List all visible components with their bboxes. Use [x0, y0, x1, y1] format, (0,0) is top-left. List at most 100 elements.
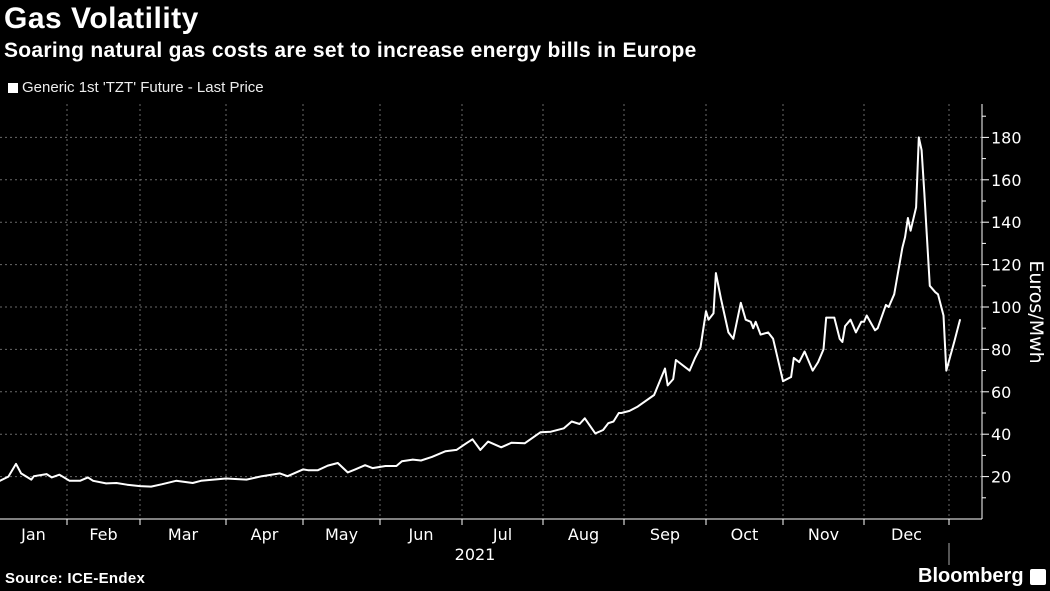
data-point	[384, 465, 387, 467]
data-point	[825, 316, 827, 319]
data-point	[688, 369, 691, 372]
data-point	[175, 480, 177, 482]
data-point	[139, 485, 141, 487]
data-point	[863, 321, 865, 323]
data-point	[664, 367, 666, 370]
data-point	[317, 469, 319, 472]
data-point	[364, 464, 366, 467]
data-point	[860, 321, 863, 323]
data-point	[523, 442, 526, 445]
x-tick-label: Nov	[808, 525, 839, 544]
data-point	[471, 438, 474, 441]
data-point	[279, 472, 281, 475]
data-point	[15, 463, 17, 465]
data-point	[749, 321, 752, 323]
data-point	[793, 357, 795, 359]
data-point	[885, 304, 887, 306]
y-tick-label: 40	[991, 425, 1011, 444]
data-point	[833, 316, 836, 319]
data-point	[893, 293, 895, 296]
data-point	[744, 318, 747, 321]
data-point	[401, 460, 403, 463]
data-point	[578, 423, 581, 425]
y-tick-label: 160	[991, 171, 1022, 190]
data-point	[79, 480, 81, 482]
data-point	[666, 384, 669, 387]
x-tick-label: May	[325, 525, 358, 544]
data-point	[346, 471, 349, 474]
x-tick-label: Jun	[408, 525, 434, 544]
data-point	[740, 302, 742, 304]
data-point	[161, 483, 163, 486]
data-point	[420, 459, 422, 462]
data-point	[628, 410, 631, 412]
data-point	[327, 464, 329, 467]
data-point	[865, 314, 868, 317]
x-tick-label: Aug	[568, 525, 599, 544]
data-point	[934, 291, 937, 294]
series-line	[0, 136, 961, 488]
series	[0, 136, 961, 488]
x-tick-label: Mar	[168, 525, 199, 544]
x-tick-label: Apr	[251, 525, 279, 544]
x-tick-label: Dec	[891, 525, 922, 544]
data-point	[510, 441, 513, 444]
data-point	[431, 456, 433, 458]
data-point	[841, 341, 844, 343]
data-point	[675, 359, 677, 361]
data-point	[715, 272, 717, 274]
chart-subtitle: Soaring natural gas costs are set to inc…	[4, 39, 697, 62]
chart-title: Gas Volatility	[4, 2, 199, 35]
y-tick-label: 120	[991, 256, 1022, 275]
data-point	[487, 440, 489, 443]
source-note: Source: ICE-Endex	[5, 570, 146, 587]
data-point	[849, 318, 852, 321]
data-point	[901, 246, 904, 249]
data-point	[570, 420, 573, 423]
data-point	[33, 475, 35, 478]
data-point	[612, 420, 615, 423]
data-point	[798, 361, 800, 363]
data-point	[811, 369, 814, 372]
data-point	[712, 312, 715, 315]
data-point	[563, 427, 565, 430]
data-point	[782, 380, 784, 383]
data-point	[838, 338, 841, 340]
data-point	[636, 405, 639, 408]
data-point	[607, 422, 610, 425]
data-point	[7, 475, 10, 478]
data-point	[584, 417, 586, 420]
data-point	[732, 338, 735, 340]
data-point	[58, 473, 61, 476]
data-point	[286, 475, 289, 478]
data-point	[371, 467, 374, 469]
data-point	[444, 450, 447, 453]
data-point	[937, 293, 939, 296]
data-point	[772, 338, 774, 340]
x-tick-label: Jan	[20, 525, 46, 544]
legend-swatch	[8, 82, 18, 93]
data-point	[959, 318, 961, 321]
data-point	[92, 480, 94, 482]
data-point	[466, 441, 469, 444]
y-tick-label: 60	[991, 383, 1011, 402]
data-point	[395, 465, 398, 467]
data-point	[539, 431, 542, 434]
y-axis-label: Euros/Mwh	[1025, 260, 1047, 363]
data-point	[874, 329, 876, 332]
data-point	[904, 236, 906, 238]
data-point	[929, 285, 931, 287]
y-tick-label: 80	[991, 340, 1011, 359]
data-point	[337, 462, 339, 464]
data-point	[817, 361, 819, 363]
data-point	[942, 314, 945, 317]
data-point	[727, 331, 730, 334]
data-point	[876, 327, 879, 330]
y-tick-label: 100	[991, 298, 1022, 317]
data-point	[200, 480, 202, 482]
data-point	[50, 476, 53, 479]
legend: Generic 1st 'TZT' Future - Last Price	[8, 79, 264, 96]
data-point	[245, 478, 248, 481]
data-point	[653, 394, 655, 396]
data-point	[855, 331, 857, 334]
